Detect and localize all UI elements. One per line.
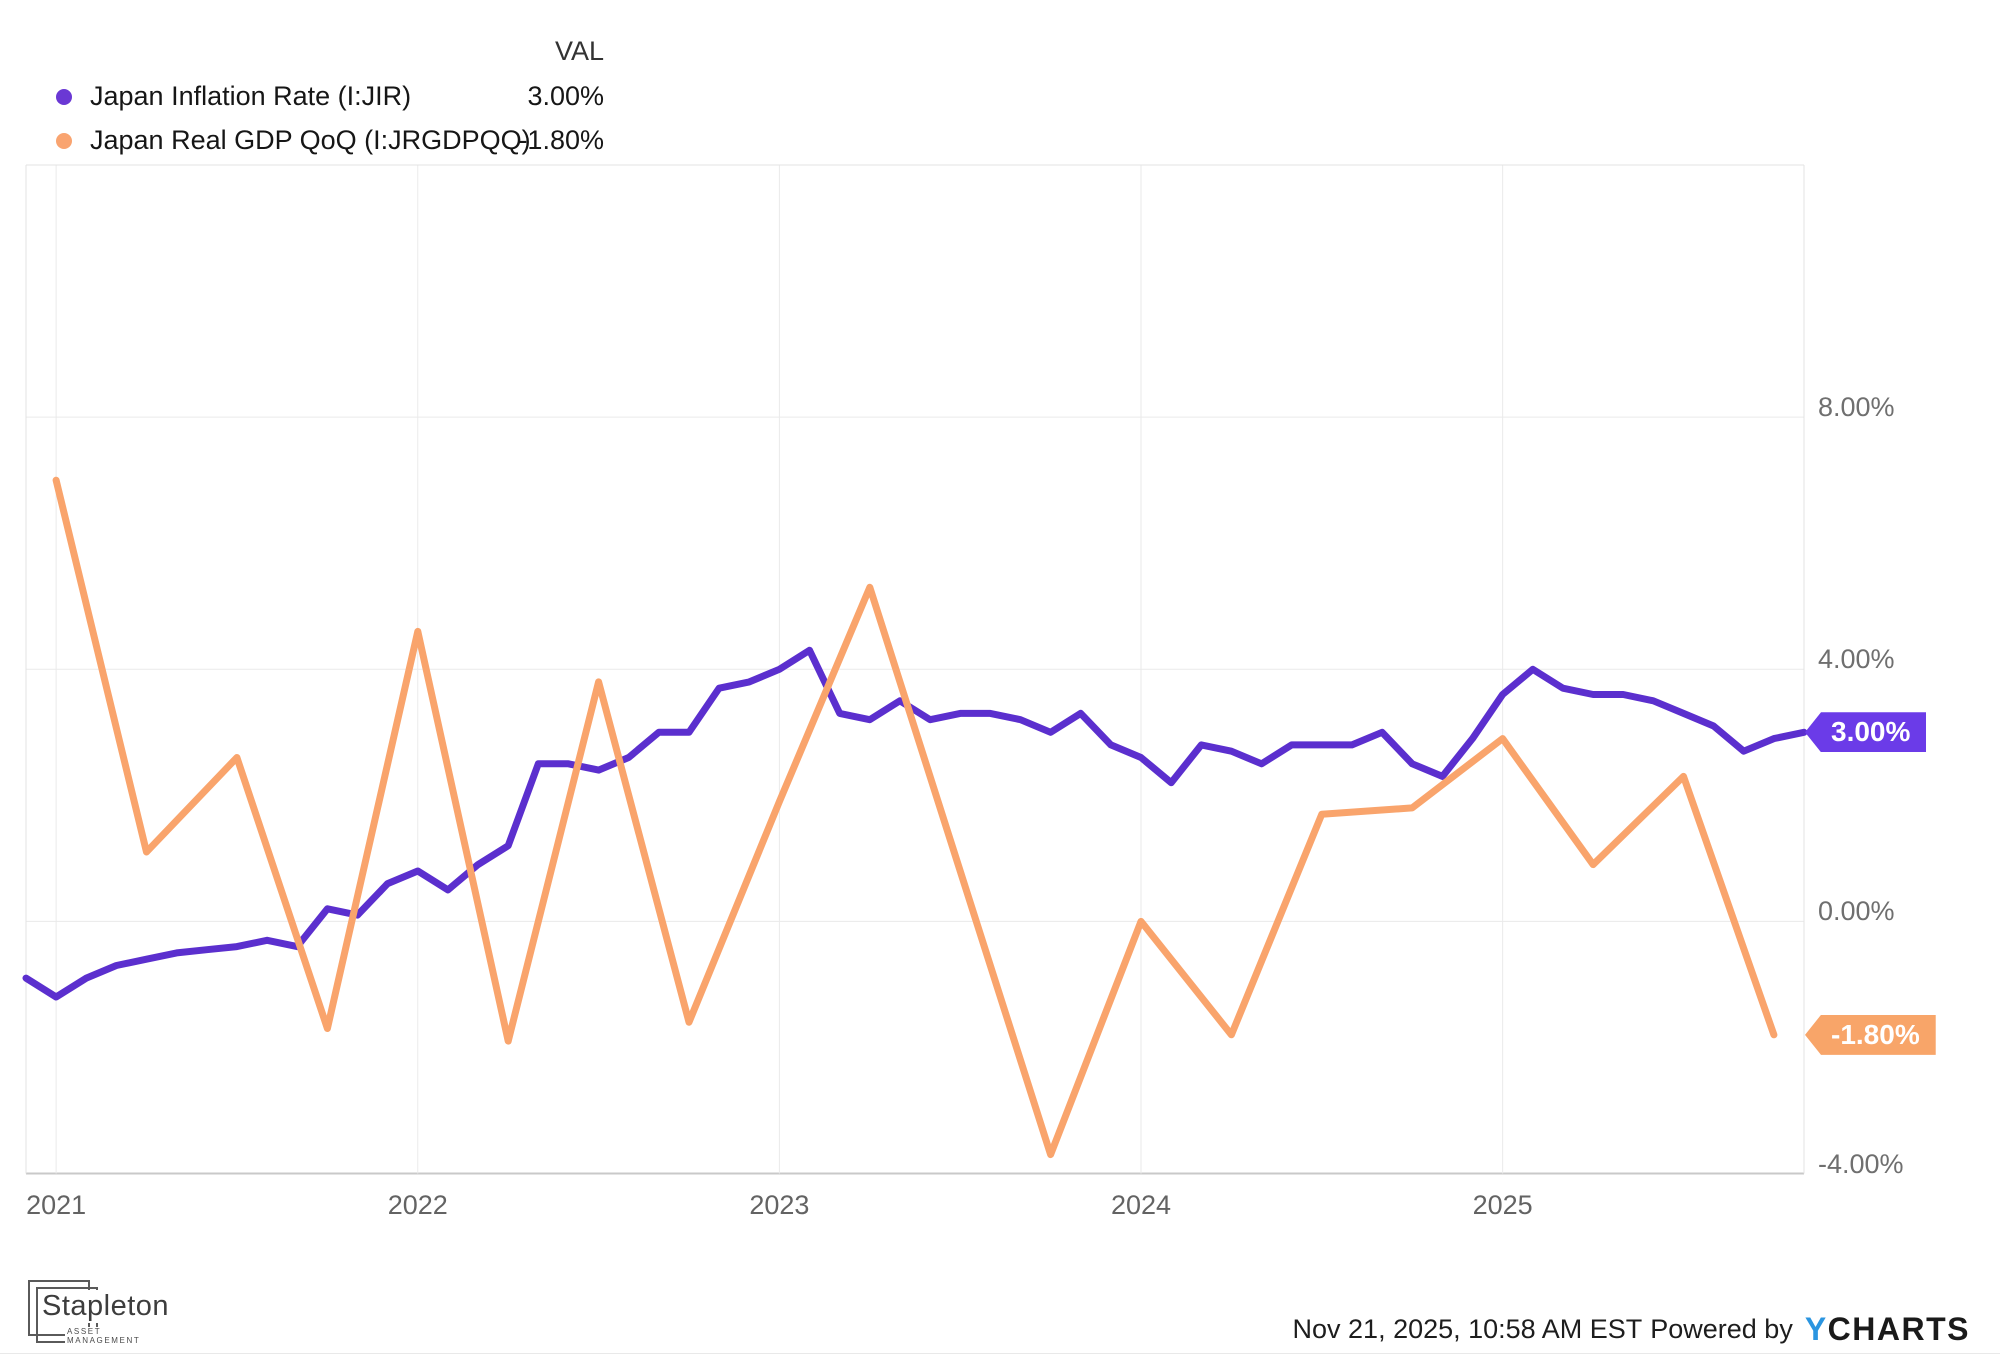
x-axis-year-label: 2024 <box>1110 1190 1172 1220</box>
legend-label: Japan Real GDP QoQ (I:JRGDPQQ) <box>90 125 531 155</box>
badge-text: 3.00% <box>1831 716 1911 748</box>
stapleton-logo: Stapleton ASSET MANAGEMENT <box>28 1278 178 1350</box>
x-axis-year-label: 2021 <box>26 1190 87 1220</box>
ycharts-logo-y: Y <box>1804 1310 1828 1347</box>
legend-label: Japan Inflation Rate (I:JIR) <box>90 81 412 111</box>
footer-attribution: Nov 21, 2025, 10:58 AM EST Powered by YC… <box>1293 1305 1970 1353</box>
legend-row-japan-real-gdp-qoq[interactable]: Japan Real GDP QoQ (I:JRGDPQQ) -1.80% <box>0 124 640 156</box>
legend-current-value: -1.80% <box>518 125 604 155</box>
ycharts-logo[interactable]: YCHARTS <box>1805 1311 1970 1348</box>
ycharts-logo-rest: CHARTS <box>1827 1310 1970 1347</box>
x-axis-year-label: 2022 <box>387 1190 448 1220</box>
real-gdp-qoq-line[interactable] <box>52 476 1778 1159</box>
y-axis-tick-label: 0.00% <box>1818 896 1895 927</box>
gdp-series-dot-icon <box>56 133 72 149</box>
legend-current-value: 3.00% <box>527 81 604 111</box>
powered-by-label: Powered by <box>1650 1313 1793 1344</box>
page-bottom-divider <box>0 1353 2000 1354</box>
current-value-badge-inflation: 3.00% <box>1805 712 1927 753</box>
stapleton-logo-title: Stapleton <box>39 1290 173 1323</box>
stapleton-logo-subtitle: ASSET MANAGEMENT <box>65 1327 178 1345</box>
y-axis-tick-label: -4.00% <box>1818 1148 1904 1179</box>
badge-text: -1.80% <box>1831 1018 1920 1050</box>
legend-val-column-header: VAL <box>554 36 604 66</box>
timestamp: Nov 21, 2025, 10:58 AM EST <box>1292 1313 1643 1344</box>
x-axis-year-label: 2025 <box>1472 1190 1533 1220</box>
legend-row-japan-inflation-rate[interactable]: Japan Inflation Rate (I:JIR) 3.00% <box>0 80 640 112</box>
y-axis-tick-label: 8.00% <box>1818 392 1895 423</box>
current-value-badge-gdp: -1.80% <box>1805 1014 1936 1055</box>
inflation-series-dot-icon <box>56 89 72 105</box>
inflation-rate-line[interactable] <box>22 646 1808 1001</box>
x-axis-year-label: 2023 <box>749 1190 810 1220</box>
y-axis-tick-label: 4.00% <box>1818 644 1895 675</box>
